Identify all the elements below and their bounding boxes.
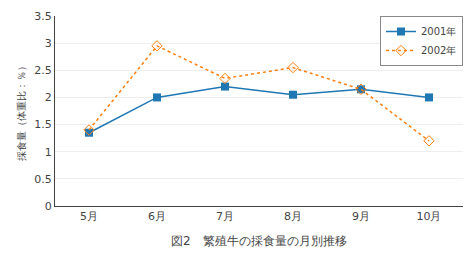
svg-text:1: 1	[45, 146, 52, 159]
svg-text:5月: 5月	[80, 210, 98, 223]
svg-text:採食量（体重比：％）: 採食量（体重比：％）	[16, 61, 27, 161]
svg-text:9月: 9月	[352, 210, 370, 223]
svg-text:3: 3	[45, 37, 52, 50]
svg-text:3.5: 3.5	[34, 10, 52, 23]
svg-text:8月: 8月	[284, 210, 302, 223]
svg-text:2002年: 2002年	[421, 45, 456, 56]
svg-text:2: 2	[45, 91, 52, 104]
svg-text:10月: 10月	[417, 210, 442, 223]
svg-text:2001年: 2001年	[421, 26, 456, 37]
svg-text:6月: 6月	[148, 210, 166, 223]
svg-text:7月: 7月	[216, 210, 234, 223]
svg-text:1.5: 1.5	[34, 118, 52, 131]
svg-text:0: 0	[45, 200, 52, 213]
svg-text:2.5: 2.5	[34, 64, 52, 77]
svg-text:図2 繁殖牛の採食量の月別推移: 図2 繁殖牛の採食量の月別推移	[171, 234, 347, 248]
svg-text:0.5: 0.5	[34, 173, 52, 186]
